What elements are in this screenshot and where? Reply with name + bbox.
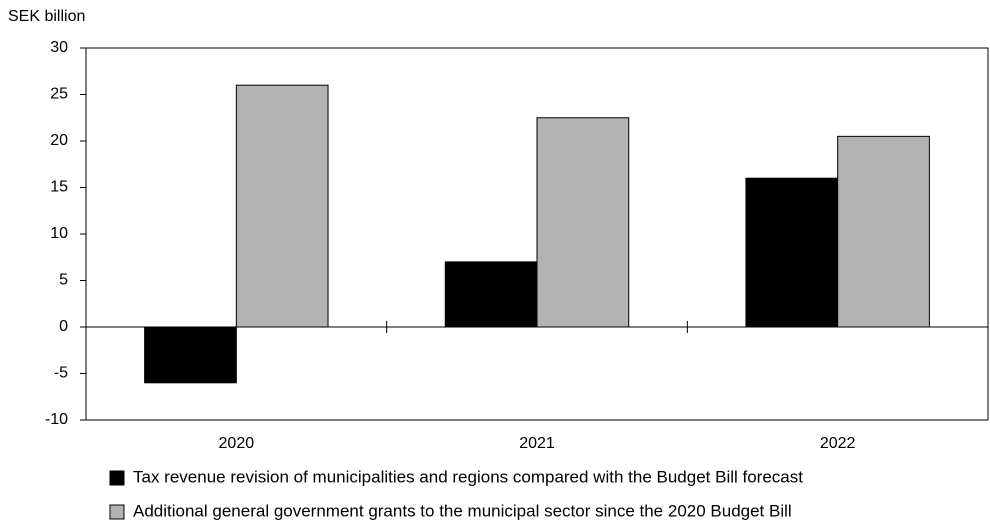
y-tick-label: -5: [54, 365, 68, 382]
legend-swatch: [109, 504, 125, 520]
legend-label: Tax revenue revision of municipalities a…: [133, 467, 803, 486]
y-tick-label: 10: [50, 225, 68, 242]
plot-frame: [85, 47, 989, 421]
y-tick-label: 5: [59, 272, 68, 289]
legend-swatch: [109, 470, 125, 486]
y-axis-label: SEK billion: [8, 8, 85, 25]
y-tick-label: 30: [50, 39, 68, 56]
y-tick-label: 0: [59, 318, 68, 335]
bar: [444, 261, 538, 328]
x-tick-label: 2020: [219, 435, 255, 452]
legend-label: Additional general government grants to …: [133, 501, 792, 520]
y-tick-label: -10: [45, 411, 68, 428]
y-tick-label: 20: [50, 132, 68, 149]
bar: [536, 117, 630, 328]
bar: [745, 177, 839, 328]
x-tick-label: 2022: [820, 435, 856, 452]
bar: [144, 326, 237, 384]
bar: [837, 135, 930, 328]
y-tick-label: 25: [50, 86, 68, 103]
x-tick-label: 2021: [519, 435, 555, 452]
bar: [235, 84, 329, 328]
y-tick-label: 15: [50, 179, 68, 196]
